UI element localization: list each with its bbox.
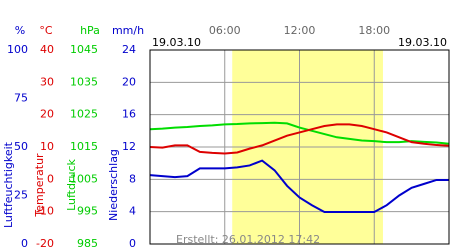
y-tick-label: -20: [36, 237, 54, 250]
date-label: 19.03.10: [152, 36, 201, 49]
x-tick-label: 06:00: [209, 24, 241, 37]
y-tick-label: 30: [40, 75, 54, 88]
y-tick-label: 24: [122, 43, 136, 56]
y-tick-label: 8: [129, 172, 136, 185]
y-tick-label: 20: [40, 108, 54, 121]
footer: Erstellt: 26.01.2012 17:42: [176, 233, 320, 246]
y-tick-label: 1005: [70, 172, 98, 185]
axis-unit: hPa: [80, 24, 100, 37]
y-tick-label: 0: [129, 237, 136, 250]
axis-title: Luftdruck: [65, 158, 78, 210]
y-tick-label: 995: [77, 205, 98, 218]
x-tick-label: 12:00: [284, 24, 316, 37]
y-tick-label: 75: [14, 92, 28, 105]
y-tick-label: 1015: [70, 140, 98, 153]
axis-unit: °C: [39, 24, 53, 37]
axis-title: Niederschlag: [107, 149, 120, 221]
y-tick-label: 10: [40, 140, 54, 153]
axis-unit: mm/h: [112, 24, 144, 37]
axis-title: Luftfeuchtigkeit: [2, 141, 15, 228]
axis-unit: %: [15, 24, 25, 37]
date-label: 19.03.10: [398, 36, 447, 49]
y-tick-label: 4: [129, 205, 136, 218]
y-tick-label: 16: [122, 108, 136, 121]
y-tick-label: 0: [21, 237, 28, 250]
y-tick-label: 1035: [70, 75, 98, 88]
y-tick-label: 25: [14, 189, 28, 202]
y-tick-label: 40: [40, 43, 54, 56]
x-tick-label: 18:00: [358, 24, 390, 37]
plot-border: [149, 49, 450, 245]
y-tick-label: 12: [122, 140, 136, 153]
y-tick-label: 20: [122, 75, 136, 88]
data-line: [149, 121, 450, 145]
axis-title: Temperatur: [33, 153, 46, 218]
y-tick-label: 1045: [70, 43, 98, 56]
y-tick-label: 50: [14, 140, 28, 153]
y-tick-label: 985: [77, 237, 98, 250]
y-tick-label: 100: [7, 43, 28, 56]
y-tick-label: 0: [47, 172, 54, 185]
y-tick-label: 1025: [70, 108, 98, 121]
data-line: [149, 123, 450, 155]
y-tick-label: -10: [36, 205, 54, 218]
data-line: [149, 159, 449, 213]
